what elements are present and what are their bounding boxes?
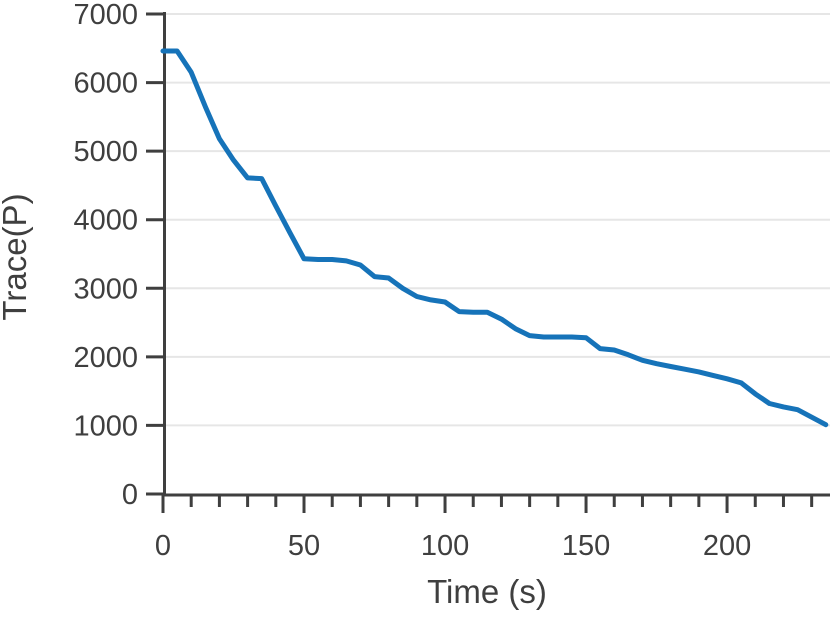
y-tick-label: 6000 xyxy=(73,68,138,100)
y-tick-label: 5000 xyxy=(73,136,138,168)
x-tick-label: 150 xyxy=(562,530,610,562)
y-tick-label: 2000 xyxy=(73,342,138,374)
axes-spines xyxy=(163,12,830,497)
y-tick-label: 4000 xyxy=(73,205,138,237)
x-tick-label: 100 xyxy=(421,530,469,562)
y-tick-label: 1000 xyxy=(73,410,138,442)
y-axis-tick-labels: 0 1000 2000 3000 4000 5000 6000 7000 xyxy=(73,0,138,511)
x-tick-label: 0 xyxy=(155,530,171,562)
x-axis-tick-labels: 0 50 100 150 200 xyxy=(155,530,751,562)
gridlines xyxy=(163,13,830,427)
trace-data-line xyxy=(160,48,829,428)
y-tick-label: 0 xyxy=(122,479,138,511)
x-tick-label: 200 xyxy=(703,530,751,562)
y-axis-ticks xyxy=(146,12,165,496)
y-axis-label: Trace(P) xyxy=(0,193,33,320)
y-tick-label: 7000 xyxy=(73,0,138,31)
x-axis-ticks xyxy=(161,495,814,513)
x-tick-label: 50 xyxy=(288,530,320,562)
y-tick-label: 3000 xyxy=(73,273,138,305)
x-axis-label: Time (s) xyxy=(427,573,547,610)
